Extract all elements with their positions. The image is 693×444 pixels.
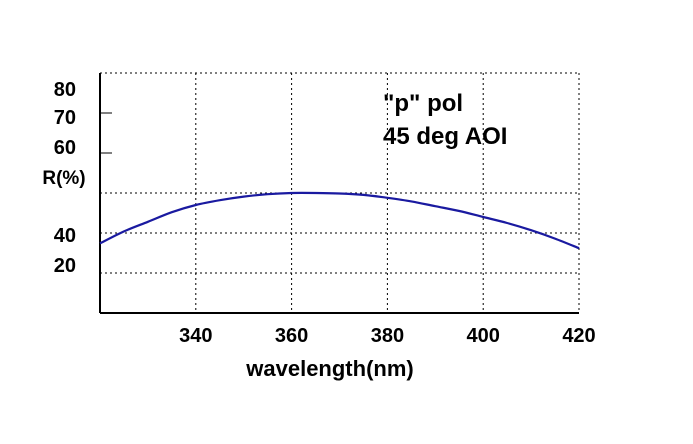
x-tick-label: 400 [467,325,500,347]
reflectance-curve [99,191,580,250]
x-tick-labels: 340 360 380 400 420 [179,325,596,347]
x-axis-label: wavelength(nm) [245,356,413,381]
y-axis-label: R(%) [42,168,85,189]
annotation-polarization: "p" pol [383,90,463,117]
x-tick-label: 380 [371,325,404,347]
y-tick-label: 40 [54,225,76,247]
axes [99,73,579,314]
x-tick-label: 340 [179,325,212,347]
y-tick-label: 20 [54,255,76,277]
y-tick-labels: 80 70 60 40 20 [54,79,76,277]
y-tick-label: 60 [54,137,76,159]
y-tick-label: 80 [54,79,76,101]
x-tick-label: 360 [275,325,308,347]
x-tick-label: 420 [562,325,595,347]
annotation-angle: 45 deg AOI [383,123,507,150]
series-layer [99,191,580,250]
y-tick-label: 70 [54,107,76,129]
